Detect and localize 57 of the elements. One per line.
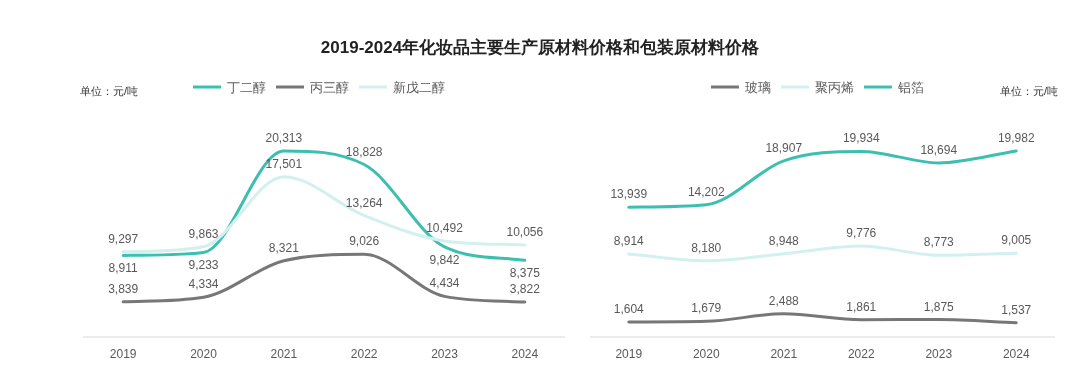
data-label: 9,026 — [349, 234, 380, 249]
data-label: 18,907 — [765, 140, 803, 155]
chart-title: 2019-2024年化妆品主要生产原材料价格和包装原材料价格 — [320, 38, 761, 57]
data-label: 1,875 — [923, 299, 955, 314]
data-label: 13,264 — [345, 195, 383, 210]
x-tick-label: 2024 — [1002, 347, 1030, 361]
data-label: 9,233 — [188, 258, 219, 273]
x-tick-label: 2019 — [615, 347, 643, 361]
data-label: 3,822 — [509, 281, 541, 296]
x-tick-label: 2023 — [925, 347, 953, 361]
data-label: 8,948 — [768, 233, 800, 248]
data-label: 8,375 — [509, 266, 541, 281]
x-tick-label: 2021 — [270, 347, 298, 361]
text: 单位：元/吨 — [999, 85, 1058, 97]
data-label: 17,501 — [265, 156, 303, 171]
x-tick-label: 2024 — [511, 347, 539, 361]
data-label: 1,537 — [1001, 302, 1032, 317]
x-tick-label: 2022 — [350, 347, 378, 361]
x-tick-label: 2020 — [190, 347, 218, 361]
data-label: 8,773 — [923, 235, 955, 250]
text: 单位：元/吨 — [80, 85, 139, 97]
legend-label: 丙三醇 — [310, 80, 349, 95]
data-label: 9,863 — [188, 226, 219, 241]
x-tick-label: 2022 — [847, 347, 875, 361]
data-label: 18,828 — [345, 144, 383, 159]
data-label: 10,056 — [506, 224, 544, 239]
legend-label: 新戊二醇 — [393, 80, 445, 95]
data-label: 19,934 — [842, 131, 880, 146]
data-label: 8,914 — [613, 234, 645, 248]
data-label: 13,939 — [610, 187, 648, 202]
data-label: 3,839 — [108, 281, 139, 296]
data-label: 8,911 — [108, 261, 139, 276]
data-label: 1,679 — [691, 301, 722, 316]
legend-label: 丁二醇 — [227, 80, 266, 95]
data-label: 20,313 — [265, 130, 303, 145]
data-label: 9,776 — [846, 225, 877, 240]
legend-label: 聚丙烯 — [815, 80, 854, 95]
legend-label: 玻璃 — [745, 80, 771, 95]
data-label: 9,842 — [429, 252, 460, 267]
data-label: 8,321 — [268, 240, 300, 255]
data-label: 4,334 — [188, 277, 219, 292]
data-label: 10,492 — [426, 220, 464, 235]
data-label: 4,434 — [429, 276, 460, 291]
data-label: 14,202 — [687, 184, 725, 199]
x-tick-label: 2019 — [109, 347, 137, 361]
data-label: 1,604 — [613, 302, 645, 317]
data-label: 9,297 — [108, 231, 139, 246]
data-label: 18,694 — [920, 142, 958, 157]
x-tick-label: 2020 — [692, 347, 720, 361]
data-label: 1,861 — [846, 299, 877, 314]
x-tick-label: 2023 — [431, 347, 459, 361]
data-label: 9,005 — [1001, 233, 1032, 248]
data-label: 19,982 — [997, 130, 1035, 145]
x-tick-label: 2021 — [770, 347, 798, 361]
legend-label: 铝箔 — [897, 80, 924, 95]
data-label: 8,180 — [691, 240, 722, 255]
data-label: 2,488 — [768, 293, 800, 308]
